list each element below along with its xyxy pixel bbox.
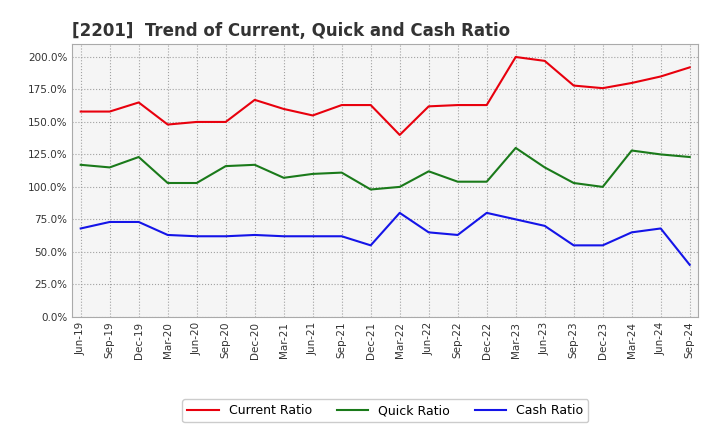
- Current Ratio: [308, 113, 317, 118]
- Quick Ratio: [685, 154, 694, 160]
- Current Ratio: [482, 103, 491, 108]
- Current Ratio: [192, 119, 201, 125]
- Cash Ratio: [105, 219, 114, 224]
- Quick Ratio: [424, 169, 433, 174]
- Cash Ratio: [511, 217, 520, 222]
- Cash Ratio: [454, 232, 462, 238]
- Current Ratio: [511, 55, 520, 60]
- Quick Ratio: [251, 162, 259, 168]
- Quick Ratio: [395, 184, 404, 190]
- Current Ratio: [279, 106, 288, 112]
- Cash Ratio: [251, 232, 259, 238]
- Cash Ratio: [221, 234, 230, 239]
- Quick Ratio: [627, 148, 636, 153]
- Current Ratio: [163, 122, 172, 127]
- Quick Ratio: [598, 184, 607, 190]
- Quick Ratio: [482, 179, 491, 184]
- Current Ratio: [105, 109, 114, 114]
- Quick Ratio: [76, 162, 85, 168]
- Current Ratio: [395, 132, 404, 138]
- Legend: Current Ratio, Quick Ratio, Cash Ratio: Current Ratio, Quick Ratio, Cash Ratio: [182, 400, 588, 422]
- Current Ratio: [251, 97, 259, 103]
- Quick Ratio: [570, 180, 578, 186]
- Cash Ratio: [163, 232, 172, 238]
- Cash Ratio: [279, 234, 288, 239]
- Cash Ratio: [541, 223, 549, 228]
- Current Ratio: [221, 119, 230, 125]
- Cash Ratio: [395, 210, 404, 216]
- Quick Ratio: [338, 170, 346, 175]
- Cash Ratio: [657, 226, 665, 231]
- Quick Ratio: [105, 165, 114, 170]
- Current Ratio: [135, 100, 143, 105]
- Quick Ratio: [279, 175, 288, 180]
- Quick Ratio: [192, 180, 201, 186]
- Current Ratio: [598, 85, 607, 91]
- Current Ratio: [570, 83, 578, 88]
- Current Ratio: [657, 74, 665, 79]
- Current Ratio: [627, 81, 636, 86]
- Cash Ratio: [338, 234, 346, 239]
- Cash Ratio: [424, 230, 433, 235]
- Quick Ratio: [454, 179, 462, 184]
- Cash Ratio: [685, 262, 694, 268]
- Current Ratio: [454, 103, 462, 108]
- Quick Ratio: [308, 171, 317, 176]
- Quick Ratio: [221, 164, 230, 169]
- Current Ratio: [338, 103, 346, 108]
- Cash Ratio: [135, 219, 143, 224]
- Quick Ratio: [511, 145, 520, 150]
- Text: [2201]  Trend of Current, Quick and Cash Ratio: [2201] Trend of Current, Quick and Cash …: [72, 22, 510, 40]
- Line: Current Ratio: Current Ratio: [81, 57, 690, 135]
- Quick Ratio: [163, 180, 172, 186]
- Cash Ratio: [627, 230, 636, 235]
- Cash Ratio: [598, 243, 607, 248]
- Current Ratio: [541, 58, 549, 63]
- Cash Ratio: [76, 226, 85, 231]
- Quick Ratio: [657, 152, 665, 157]
- Line: Cash Ratio: Cash Ratio: [81, 213, 690, 265]
- Line: Quick Ratio: Quick Ratio: [81, 148, 690, 190]
- Current Ratio: [76, 109, 85, 114]
- Cash Ratio: [192, 234, 201, 239]
- Quick Ratio: [541, 165, 549, 170]
- Cash Ratio: [570, 243, 578, 248]
- Quick Ratio: [135, 154, 143, 160]
- Quick Ratio: [366, 187, 375, 192]
- Cash Ratio: [482, 210, 491, 216]
- Current Ratio: [424, 104, 433, 109]
- Cash Ratio: [308, 234, 317, 239]
- Current Ratio: [366, 103, 375, 108]
- Cash Ratio: [366, 243, 375, 248]
- Current Ratio: [685, 65, 694, 70]
